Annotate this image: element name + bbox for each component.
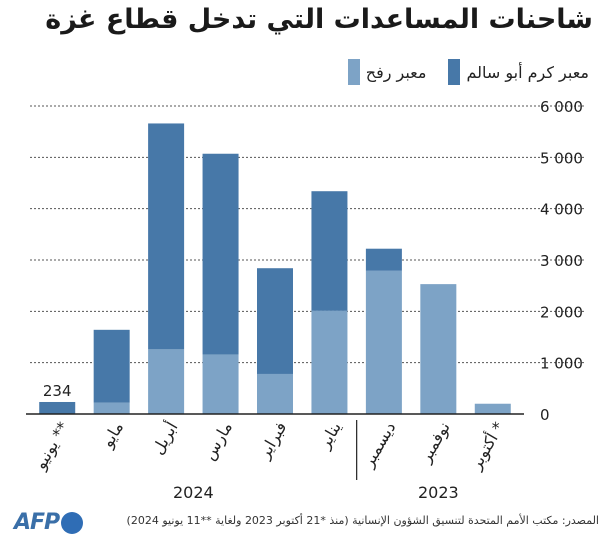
afp-logo-dot-icon (61, 511, 84, 534)
y-tick-label: 1 000 (540, 355, 583, 373)
legend-swatch-rafah (347, 59, 360, 85)
bar-segment-rafah (202, 354, 239, 414)
x-tick-label: ديسمبر (358, 419, 400, 472)
y-tick-label: 5 000 (540, 149, 583, 167)
bar-segment-kerem-shalom (257, 268, 293, 374)
bar-segment-rafah (148, 349, 185, 414)
x-tick-label: أكتوبر * (465, 418, 509, 474)
legend-label-rafah: معبر رفح (365, 62, 427, 82)
x-tick-label: مايو (97, 419, 128, 453)
legend-label-kerem-shalom: معبر كرم أبو سالم (466, 62, 589, 82)
bar-segment-rafah (365, 270, 402, 414)
bar-segment-rafah (93, 402, 130, 414)
bar-segment-kerem-shalom (93, 329, 130, 403)
bar-segment-rafah (474, 403, 511, 414)
bar-segment-kerem-shalom (39, 401, 76, 414)
bar-segment-kerem-shalom (202, 153, 239, 355)
x-tick-label: نوفمبر (415, 419, 454, 467)
y-tick-label: 6 000 (540, 98, 583, 116)
afp-logo: AFP (14, 510, 84, 535)
bar-segment-kerem-shalom (311, 191, 348, 311)
chart-title: شاحنات المساعدات التي تدخل قطاع غزة (45, 4, 593, 35)
x-tick-label: يونيو ** (30, 419, 74, 474)
y-tick-label: 4 000 (540, 201, 583, 219)
bar-segment-kerem-shalom (365, 248, 402, 271)
x-tick-label: أبريل (147, 418, 182, 458)
y-tick-label: 0 (540, 406, 550, 424)
stacked-bar-chart: 0 1 000 2 000 3 000 4 000 5 000 6 000 234 يونيو … (26, 98, 584, 502)
bar-segment-kerem-shalom (148, 123, 185, 350)
x-tick-label: مارس (199, 419, 237, 464)
afp-logo-text: AFP (14, 510, 60, 535)
legend-item-rafah: معبر رفح (347, 59, 427, 85)
bar-segment-rafah (311, 310, 348, 414)
x-tick-label: يناير (314, 419, 346, 454)
source-note: المصدر: مكتب الأمم المتحدة لتنسيق الشؤون… (126, 514, 599, 527)
bar-segment-rafah (420, 284, 457, 414)
bar-segment-rafah (257, 373, 293, 414)
x-tick-label: فبراير (254, 419, 291, 464)
y-tick-label: 3 000 (540, 252, 583, 270)
year-group-label: 2023 (418, 483, 459, 502)
legend-swatch-kerem-shalom (448, 59, 461, 85)
data-label: 234 (43, 382, 72, 400)
y-tick-label: 2 000 (540, 303, 583, 321)
legend: معبر رفح معبر كرم أبو سالم (347, 58, 589, 86)
year-group-label: 2024 (173, 483, 214, 502)
footer: AFP المصدر: مكتب الأمم المتحدة لتنسيق ال… (0, 508, 607, 536)
legend-item-kerem-shalom: معبر كرم أبو سالم (448, 59, 589, 85)
